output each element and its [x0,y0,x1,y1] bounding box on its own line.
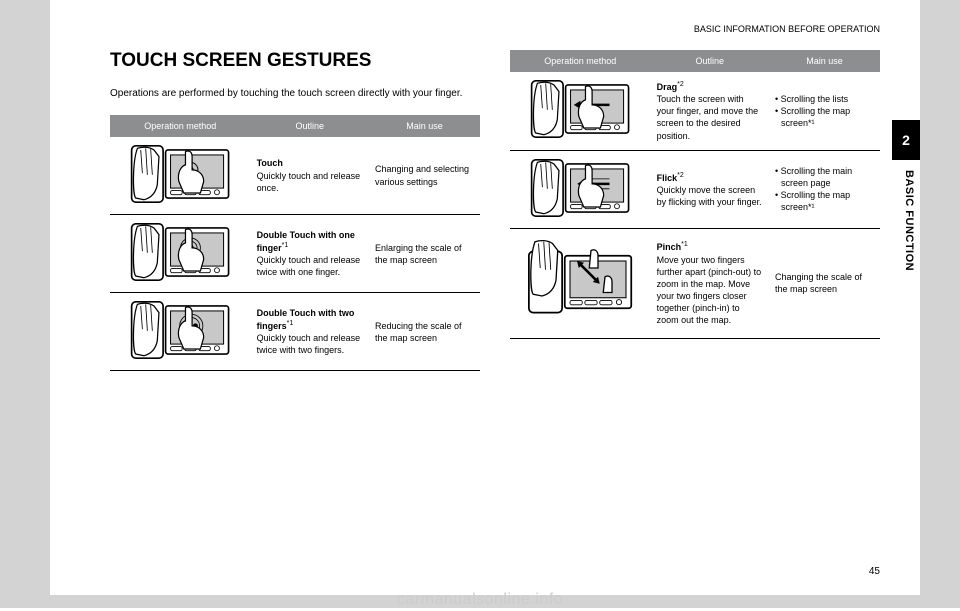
table-row: Pinch*1 Move your two fingers further apa… [510,228,880,338]
main-use-cell: Changing and selecting various settings [369,137,480,215]
table-row: Double Touch with two fingers*1 Quickly t… [110,293,480,371]
pinch-gesture-icon [528,319,633,329]
chapter-tab: 2 [892,120,920,160]
main-use-cell: Enlarging the scale of the map screen [369,215,480,293]
double2-gesture-icon [128,351,233,361]
use-text: Enlarging the scale of the map screen [375,243,462,265]
gesture-illustration-cell [510,72,651,150]
table-header-row: Operation method Outline Main use [510,50,880,72]
gesture-table-left: Operation method Outline Main use Touch Q… [110,115,480,371]
gesture-description: Quickly move the screen by flicking with… [657,185,762,207]
use-text: Changing the scale of the map screen [775,272,862,294]
left-column: TOUCH SCREEN GESTURES Operations are per… [110,50,480,371]
gesture-illustration-cell [510,150,651,228]
table-row: Touch Quickly touch and release once. Chan… [110,137,480,215]
gesture-table-right: Operation method Outline Main use Drag*2… [510,50,880,339]
footnote-ref: *2 [677,81,684,88]
page-number: 45 [869,566,880,577]
section-header: BASIC INFORMATION BEFORE OPERATION [694,24,880,34]
drag-gesture-icon [528,130,633,140]
gesture-name: Double Touch with one finger [257,230,355,253]
outline-cell: Touch Quickly touch and release once. [251,137,369,215]
page-title: TOUCH SCREEN GESTURES [110,50,480,72]
col-operation-method: Operation method [110,115,251,137]
use-list-item: Scrolling the lists [781,93,874,105]
use-list: Scrolling the main screen pageScrolling … [775,165,874,214]
outline-cell: Pinch*1 Move your two fingers further apa… [651,228,769,338]
use-list-item: Scrolling the map screen*¹ [781,189,874,213]
main-use-cell: Scrolling the main screen pageScrolling … [769,150,880,228]
col-outline: Outline [251,115,369,137]
main-use-cell: Scrolling the listsScrolling the map scr… [769,72,880,150]
gesture-description: Quickly touch and release twice with two… [257,333,361,355]
gesture-description: Quickly touch and release once. [257,171,361,193]
outline-cell: Double Touch with one finger*1 Quickly to… [251,215,369,293]
table-row: Drag*2 Touch the screen with your finger,… [510,72,880,150]
outline-cell: Double Touch with two fingers*1 Quickly t… [251,293,369,371]
col-main-use: Main use [769,50,880,72]
gesture-name: Double Touch with two fingers [257,308,355,331]
gesture-name: Flick [657,173,678,183]
gesture-name: Drag [657,82,678,92]
outline-cell: Flick*2 Quickly move the screen by flicki… [651,150,769,228]
double1-gesture-icon [128,273,233,283]
right-column: Operation method Outline Main use Drag*2… [510,50,880,371]
table-row: Double Touch with one finger*1 Quickly to… [110,215,480,293]
footnote-ref: *1 [287,320,294,327]
use-list: Scrolling the listsScrolling the map scr… [775,93,874,129]
touch-gesture-icon [128,195,233,205]
gesture-illustration-cell [110,137,251,215]
use-list-item: Scrolling the map screen*¹ [781,105,874,129]
chapter-label: BASIC FUNCTION [903,170,915,271]
main-use-cell: Reducing the scale of the map screen [369,293,480,371]
watermark-text: carmanualsonline.info [397,591,563,609]
manual-page: BASIC INFORMATION BEFORE OPERATION TOUCH… [50,0,920,595]
table-row: Flick*2 Quickly move the screen by flicki… [510,150,880,228]
col-operation-method: Operation method [510,50,651,72]
gesture-name: Touch [257,158,283,168]
col-outline: Outline [651,50,769,72]
flick-gesture-icon [528,209,633,219]
intro-text: Operations are performed by touching the… [110,86,480,101]
footnote-ref: *1 [282,242,289,249]
use-list-item: Scrolling the main screen page [781,165,874,189]
main-use-cell: Changing the scale of the map screen [769,228,880,338]
use-text: Changing and selecting various settings [375,164,469,186]
gesture-illustration-cell [510,228,651,338]
col-main-use: Main use [369,115,480,137]
use-text: Reducing the scale of the map screen [375,321,462,343]
chapter-number: 2 [902,132,910,148]
gesture-description: Touch the screen with your finger, and m… [657,94,759,140]
table-header-row: Operation method Outline Main use [110,115,480,137]
gesture-illustration-cell [110,215,251,293]
outline-cell: Drag*2 Touch the screen with your finger,… [651,72,769,150]
content-area: TOUCH SCREEN GESTURES Operations are per… [110,50,880,371]
gesture-illustration-cell [110,293,251,371]
footnote-ref: *1 [681,241,688,248]
gesture-description: Move your two fingers further apart (pin… [657,255,762,326]
footnote-ref: *2 [677,172,684,179]
gesture-name: Pinch [657,242,682,252]
gesture-description: Quickly touch and release twice with one… [257,255,361,277]
